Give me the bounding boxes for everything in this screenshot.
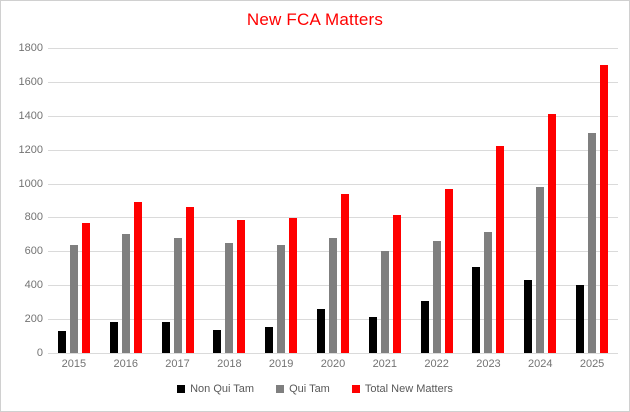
legend-swatch-icon [177, 385, 186, 393]
bar-qui-tam-2016 [121, 234, 130, 353]
legend-item-non-qui-tam: Non Qui Tam [177, 383, 254, 395]
legend-item-qui-tam: Qui Tam [276, 383, 330, 395]
bar-total-new-matters-2017 [185, 207, 194, 353]
bar-qui-tam-2018 [225, 243, 234, 353]
x-tick-label-2024: 2024 [528, 358, 553, 370]
gridline-1400 [48, 115, 618, 117]
bar-qui-tam-2023 [484, 232, 493, 353]
legend: Non Qui Tam Qui Tam Total New Matters [1, 383, 629, 395]
y-tick-label-0: 0 [36, 347, 43, 359]
legend-label: Total New Matters [364, 383, 453, 395]
x-tick-label-2018: 2018 [217, 358, 242, 370]
x-tick-label-2022: 2022 [424, 358, 449, 370]
chart-title: New FCA Matters [246, 10, 384, 29]
bar-qui-tam-2021 [380, 251, 389, 353]
bar-group-2020 [317, 194, 349, 353]
bar-qui-tam-2025 [588, 133, 597, 353]
bar-group-2016 [109, 202, 142, 353]
x-tick-label-2020: 2020 [320, 358, 346, 370]
bar-non-qui-tam-2019 [265, 327, 274, 353]
bar-non-qui-tam-2016 [109, 322, 118, 353]
y-tick-label-1600: 1600 [18, 75, 43, 88]
bar-total-new-matters-2022 [444, 189, 453, 353]
gridline-1200 [48, 149, 618, 151]
bar-qui-tam-2019 [277, 245, 286, 353]
legend-label: Non Qui Tam [190, 383, 255, 395]
bar-qui-tam-2024 [536, 187, 545, 353]
bar-total-new-matters-2018 [237, 220, 246, 353]
legend-swatch-icon [276, 385, 285, 393]
bar-group-2022 [420, 189, 453, 353]
bar-group-2021 [368, 215, 401, 353]
bar-group-2017 [161, 207, 194, 353]
x-tick-label-2015: 2015 [61, 358, 87, 370]
x-tick-label-2025: 2025 [579, 358, 605, 370]
legend-label: Qui Tam [289, 383, 330, 395]
x-tick-label-2017: 2017 [165, 358, 190, 370]
gridline-1800 [48, 48, 618, 49]
bar-non-qui-tam-2021 [368, 317, 377, 353]
x-tick-label-2023: 2023 [476, 358, 501, 370]
bar-total-new-matters-2023 [496, 146, 505, 353]
bar-group-2015 [57, 223, 90, 353]
bar-total-new-matters-2015 [81, 223, 90, 353]
bar-qui-tam-2015 [69, 245, 78, 353]
gridline-800 [48, 217, 618, 219]
x-tick-label-2021: 2021 [372, 358, 398, 370]
y-tick-label-800: 800 [24, 211, 43, 224]
bar-total-new-matters-2020 [341, 194, 349, 353]
legend-swatch-icon [351, 385, 360, 393]
bar-qui-tam-2020 [329, 238, 337, 353]
y-tick-label-600: 600 [24, 245, 43, 258]
bar-non-qui-tam-2015 [57, 331, 66, 353]
bar-group-2024 [524, 114, 557, 353]
legend-item-total-new-matters: Total New Matters [351, 383, 453, 395]
bar-non-qui-tam-2018 [213, 330, 222, 353]
gridline-1000 [48, 183, 618, 185]
bar-total-new-matters-2016 [133, 202, 142, 353]
bar-qui-tam-2022 [432, 241, 441, 353]
bar-total-new-matters-2024 [548, 114, 557, 353]
bar-total-new-matters-2021 [392, 215, 401, 353]
x-tick-label-2019: 2019 [268, 358, 294, 370]
y-tick-label-1200: 1200 [18, 143, 43, 156]
gridline-1600 [48, 81, 618, 83]
y-tick-label-1400: 1400 [18, 109, 43, 122]
bar-non-qui-tam-2025 [576, 285, 585, 353]
bar-non-qui-tam-2024 [524, 280, 533, 353]
y-tick-label-1800: 1800 [18, 42, 43, 54]
bar-non-qui-tam-2020 [317, 309, 325, 353]
bar-total-new-matters-2019 [289, 218, 298, 353]
bar-group-2023 [472, 146, 505, 353]
bar-group-2019 [265, 218, 298, 353]
bar-non-qui-tam-2023 [472, 267, 481, 353]
bar-group-2018 [213, 220, 246, 353]
y-tick-label-1000: 1000 [18, 177, 43, 190]
y-tick-label-400: 400 [24, 279, 43, 292]
x-tick-label-2016: 2016 [113, 358, 138, 370]
bar-qui-tam-2017 [173, 238, 182, 353]
bar-total-new-matters-2025 [600, 65, 609, 353]
bar-non-qui-tam-2022 [420, 301, 429, 353]
bar-non-qui-tam-2017 [161, 322, 170, 353]
y-tick-label-200: 200 [24, 313, 43, 326]
plot-area [48, 48, 618, 354]
bar-group-2025 [576, 65, 609, 353]
gridline-0 [48, 353, 618, 354]
